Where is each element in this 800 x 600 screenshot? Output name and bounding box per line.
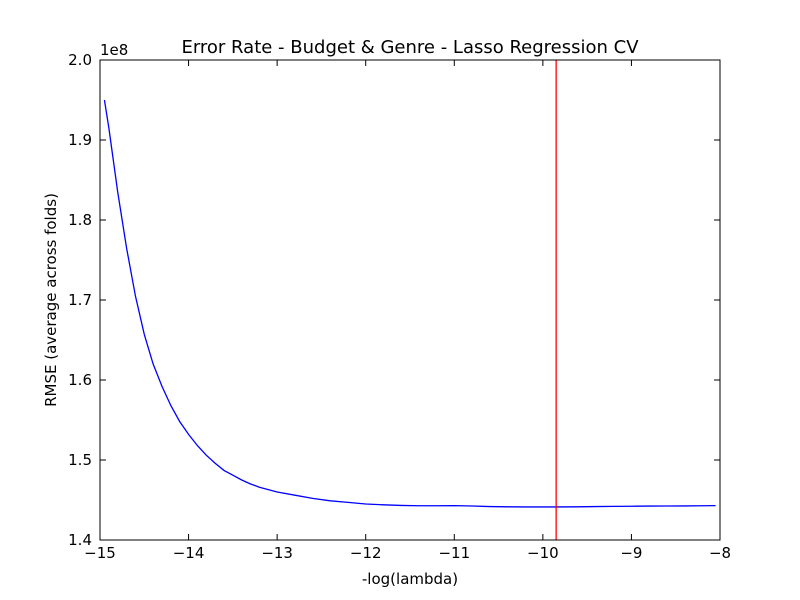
y-offset-label: 1e8 <box>100 41 128 59</box>
y-tick-label: 1.5 <box>68 451 92 469</box>
x-tick-label: −15 <box>84 544 116 562</box>
x-axis-label: -log(lambda) <box>362 570 458 588</box>
y-tick-label: 1.4 <box>68 531 92 549</box>
x-tick-label: −10 <box>527 544 559 562</box>
x-tick-label: −8 <box>709 544 731 562</box>
chart-title: Error Rate - Budget & Genre - Lasso Regr… <box>181 37 639 58</box>
x-tick-label: −13 <box>261 544 293 562</box>
y-tick-label: 1.7 <box>68 291 92 309</box>
x-tick-label: −9 <box>620 544 642 562</box>
x-tick-label: −11 <box>438 544 470 562</box>
series-line-0 <box>103 99 716 508</box>
y-tick-label: 1.9 <box>68 131 92 149</box>
x-tick-label: −12 <box>350 544 382 562</box>
y-tick-label: 1.6 <box>68 371 92 389</box>
y-tick-label: 1.8 <box>68 211 92 229</box>
plot-area: −15 −14 −13 −12 −11 −10 −9 −8 1.4 1.5 1.6 1.7 1.8 1.9… <box>68 51 731 562</box>
y-tick-label: 2.0 <box>68 51 92 69</box>
y-axis-label: RMSE (average across folds) <box>42 193 60 407</box>
x-tick-label: −14 <box>173 544 205 562</box>
